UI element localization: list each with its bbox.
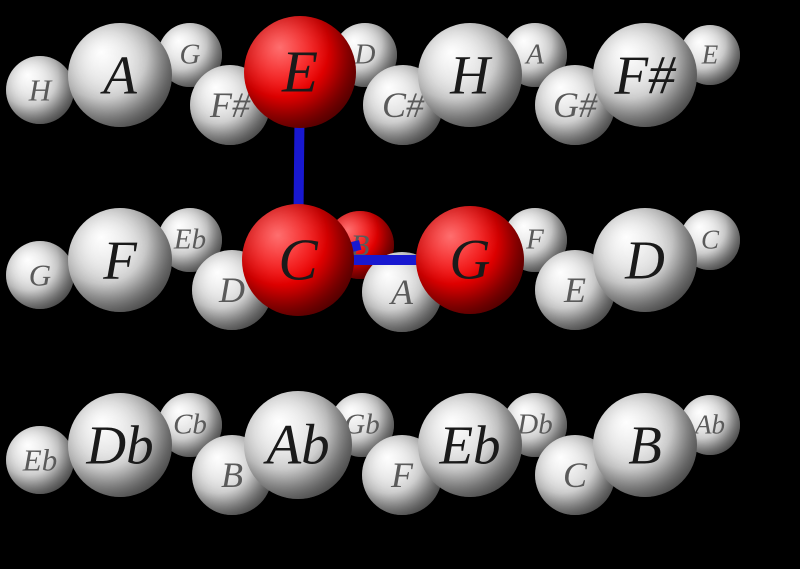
note-label: Db <box>86 418 153 473</box>
note-sphere-H: H <box>418 23 522 127</box>
note-sphere-H: H <box>6 56 74 124</box>
note-label: C <box>701 227 719 254</box>
note-label: Eb <box>174 226 206 255</box>
note-label: C <box>563 457 587 493</box>
note-label: G <box>180 41 201 70</box>
note-label: E <box>282 43 318 102</box>
note-label: H <box>29 75 51 106</box>
note-sphere-Aflat: Ab <box>244 391 352 499</box>
note-label: D <box>355 41 376 70</box>
note-sphere-Fsharp: F# <box>593 23 697 127</box>
note-sphere-Eflat: Eb <box>6 426 74 494</box>
note-label: Db <box>517 411 552 440</box>
note-label: F <box>391 457 413 493</box>
note-label: Eb <box>23 445 57 476</box>
note-label: G <box>449 232 490 289</box>
note-label: F# <box>614 48 675 103</box>
note-sphere-G: G <box>6 241 74 309</box>
note-label: A <box>391 274 413 310</box>
note-sphere-D: D <box>593 208 697 312</box>
tonnetz-diagram: HAGF#EDC#HAG#F#EGFEbDCBAGFEDCEbDbCbBAbGb… <box>0 0 800 569</box>
note-label: Ab <box>695 412 725 439</box>
note-sphere-Dflat: Db <box>68 393 172 497</box>
note-label: C# <box>382 87 424 123</box>
note-label: F <box>526 226 544 255</box>
note-label: B <box>221 457 243 493</box>
note-sphere-E: E <box>244 16 356 128</box>
note-label: G# <box>553 87 597 123</box>
note-label: A <box>526 41 544 70</box>
note-label: F <box>103 233 137 288</box>
note-label: G <box>29 260 51 291</box>
note-sphere-F: F <box>68 208 172 312</box>
note-sphere-Eflat: Eb <box>418 393 522 497</box>
note-label: D <box>625 233 665 288</box>
note-sphere-C: C <box>242 204 354 316</box>
note-label: E <box>702 42 719 69</box>
note-sphere-B: B <box>593 393 697 497</box>
note-label: B <box>628 418 662 473</box>
note-label: D <box>219 272 245 308</box>
note-sphere-G: G <box>416 206 524 314</box>
note-label: C <box>278 231 317 290</box>
note-label: Cb <box>173 411 207 440</box>
note-label: Eb <box>439 418 500 473</box>
note-label: A <box>103 48 137 103</box>
note-label: E <box>564 272 586 308</box>
note-label: H <box>450 48 490 103</box>
note-label: F# <box>210 87 250 123</box>
note-sphere-A: A <box>68 23 172 127</box>
note-label: Ab <box>266 417 329 474</box>
